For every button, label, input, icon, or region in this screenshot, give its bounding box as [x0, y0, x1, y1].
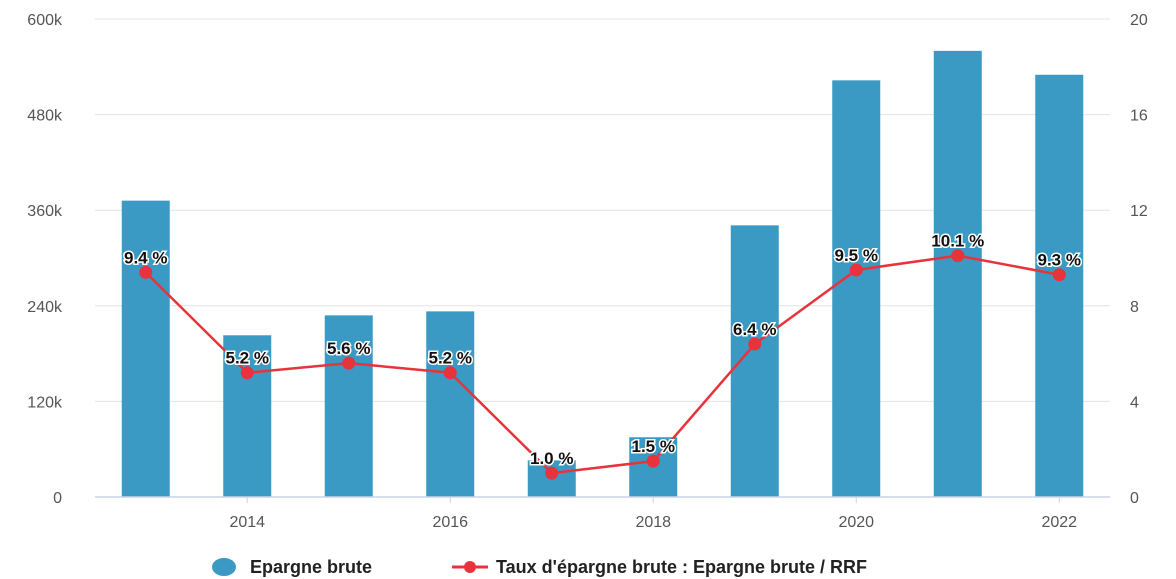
- right-tick-label: 4: [1130, 394, 1139, 411]
- left-axis: 0 120k 240k 360k 480k 600k: [27, 12, 63, 507]
- right-tick-label: 12: [1130, 203, 1148, 220]
- x-tick-label: 2016: [432, 514, 468, 531]
- rate-point[interactable]: [545, 466, 559, 480]
- bar[interactable]: [426, 311, 475, 497]
- rate-point[interactable]: [139, 265, 153, 279]
- bar[interactable]: [933, 50, 982, 497]
- rate-line: [144, 254, 1060, 475]
- rate-label: 5.2 %: [226, 349, 269, 368]
- bar[interactable]: [1035, 74, 1084, 498]
- left-tick-label: 0: [53, 490, 62, 507]
- rate-label: 5.2 %: [429, 349, 472, 368]
- legend-item-line[interactable]: Taux d'épargne brute : Epargne brute / R…: [452, 557, 867, 577]
- rate-point[interactable]: [748, 337, 762, 351]
- right-tick-label: 20: [1130, 12, 1148, 29]
- rate-point[interactable]: [240, 366, 254, 380]
- rate-point[interactable]: [951, 249, 965, 263]
- bar[interactable]: [223, 335, 272, 497]
- rate-point[interactable]: [443, 366, 457, 380]
- left-tick-label: 600k: [27, 12, 63, 29]
- rate-point[interactable]: [1052, 268, 1066, 282]
- rate-point[interactable]: [646, 454, 660, 468]
- bar-series: [121, 50, 1084, 498]
- right-tick-label: 8: [1130, 299, 1139, 316]
- rate-label: 5.6 %: [327, 339, 370, 358]
- rate-label: 1.0 %: [530, 449, 573, 468]
- x-tick-label: 2018: [635, 514, 671, 531]
- left-tick-label: 240k: [27, 299, 63, 316]
- x-axis: 2014 2016 2018 2020 2022: [229, 497, 1077, 531]
- rate-label: 9.4 %: [124, 248, 167, 267]
- legend-bar-marker: [212, 558, 236, 576]
- x-tick-label: 2014: [229, 514, 265, 531]
- legend-label-bars: Epargne brute: [250, 557, 372, 577]
- legend-item-bars[interactable]: Epargne brute: [212, 557, 372, 577]
- left-tick-label: 120k: [27, 394, 63, 411]
- rate-label: 10.1 %: [931, 232, 984, 251]
- bar[interactable]: [832, 80, 881, 498]
- legend-line-dot: [464, 561, 476, 573]
- rate-label: 9.3 %: [1038, 251, 1081, 270]
- left-tick-label: 480k: [27, 108, 63, 125]
- rate-label: 6.4 %: [733, 320, 776, 339]
- line-series: [139, 249, 1066, 480]
- rate-point[interactable]: [342, 356, 356, 370]
- bar[interactable]: [121, 200, 170, 497]
- bar[interactable]: [324, 315, 373, 497]
- rate-label: 1.5 %: [632, 437, 675, 456]
- right-tick-label: 0: [1130, 490, 1139, 507]
- left-tick-label: 360k: [27, 203, 63, 220]
- rate-label: 9.5 %: [835, 246, 878, 265]
- data-labels: 9.4 % 5.2 % 5.6 % 5.2 % 1.0 % 1.5 % 6.4 % 9.5 %…: [123, 230, 1083, 469]
- bar[interactable]: [730, 225, 779, 497]
- x-tick-label: 2022: [1041, 514, 1077, 531]
- legend-label-line: Taux d'épargne brute : Epargne brute / R…: [496, 557, 867, 577]
- x-tick-label: 2020: [838, 514, 874, 531]
- rate-point[interactable]: [849, 263, 863, 277]
- right-axis: 0 4 8 12 16 20: [1130, 12, 1148, 507]
- right-tick-label: 16: [1130, 108, 1148, 125]
- legend: Epargne brute Taux d'épargne brute : Epa…: [212, 557, 867, 577]
